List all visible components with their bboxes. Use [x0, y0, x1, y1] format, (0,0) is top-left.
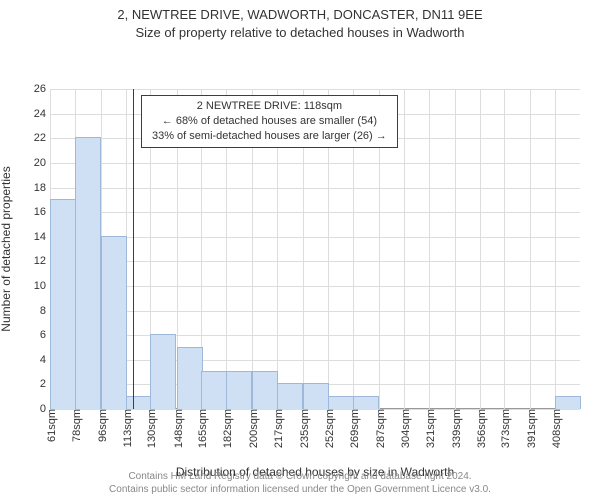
histogram-bar	[353, 396, 379, 409]
gridline-h	[50, 335, 580, 336]
y-tick-label: 14	[34, 231, 50, 243]
histogram-bar	[50, 199, 76, 409]
histogram-bar	[226, 371, 252, 409]
x-tick-label: 96sqm	[93, 409, 109, 442]
histogram-bar	[101, 236, 127, 409]
histogram-bar	[277, 383, 303, 409]
histogram-bar	[252, 371, 278, 409]
y-axis-label: Number of detached properties	[0, 166, 13, 331]
gridline-h	[50, 89, 580, 90]
x-tick-label: 113sqm	[118, 409, 134, 447]
chart-title-main: 2, NEWTREE DRIVE, WADWORTH, DONCASTER, D…	[0, 6, 600, 24]
y-tick-label: 12	[34, 255, 50, 267]
x-tick-label: 165sqm	[193, 409, 209, 448]
gridline-v	[429, 89, 430, 409]
y-tick-label: 6	[40, 329, 50, 341]
x-tick-label: 235sqm	[295, 409, 311, 448]
footer-line1: Contains HM Land Registry data © Crown c…	[0, 470, 600, 483]
gridline-v	[555, 89, 556, 409]
histogram-bar	[126, 396, 152, 409]
y-tick-label: 24	[34, 108, 50, 120]
y-tick-label: 10	[34, 280, 50, 292]
gridline-h	[50, 163, 580, 164]
x-tick-label: 252sqm	[320, 409, 336, 448]
histogram-bar	[303, 383, 329, 409]
x-tick-label: 304sqm	[396, 409, 412, 448]
chart-area: Number of detached properties 0246810121…	[0, 41, 600, 435]
x-tick-label: 148sqm	[169, 409, 185, 448]
gridline-h	[50, 286, 580, 287]
annotation-line: 2 NEWTREE DRIVE: 118sqm	[152, 99, 387, 114]
footer: Contains HM Land Registry data © Crown c…	[0, 470, 600, 496]
gridline-v	[504, 89, 505, 409]
x-tick-label: 287sqm	[371, 409, 387, 448]
gridline-v	[480, 89, 481, 409]
x-tick-label: 373sqm	[496, 409, 512, 448]
chart-title-sub: Size of property relative to detached ho…	[0, 24, 600, 42]
x-tick-label: 200sqm	[244, 409, 260, 448]
histogram-bar	[328, 396, 354, 409]
histogram-bar	[177, 347, 203, 410]
y-tick-label: 22	[34, 132, 50, 144]
annotation-box: 2 NEWTREE DRIVE: 118sqm← 68% of detached…	[141, 95, 398, 148]
x-tick-label: 321sqm	[421, 409, 437, 448]
gridline-v	[404, 89, 405, 409]
y-tick-label: 16	[34, 206, 50, 218]
y-tick-label: 20	[34, 157, 50, 169]
y-tick-label: 18	[34, 182, 50, 194]
footer-line2: Contains public sector information licen…	[0, 483, 600, 496]
gridline-h	[50, 261, 580, 262]
marker-line	[133, 89, 134, 409]
x-tick-label: 269sqm	[345, 409, 361, 448]
y-tick-label: 4	[40, 354, 50, 366]
plot-area: 0246810121416182022242661sqm78sqm96sqm11…	[50, 89, 580, 409]
y-tick-label: 2	[40, 378, 50, 390]
annotation-line: ← 68% of detached houses are smaller (54…	[152, 114, 387, 129]
gridline-h	[50, 188, 580, 189]
histogram-bar	[555, 396, 581, 409]
y-tick-label: 8	[40, 305, 50, 317]
histogram-bar	[150, 334, 176, 409]
x-tick-label: 182sqm	[218, 409, 234, 448]
x-tick-label: 78sqm	[67, 409, 83, 442]
gridline-h	[50, 237, 580, 238]
gridline-h	[50, 360, 580, 361]
histogram-bar	[201, 371, 227, 409]
annotation-line: 33% of semi-detached houses are larger (…	[152, 129, 387, 144]
gridline-v	[530, 89, 531, 409]
x-tick-label: 391sqm	[522, 409, 538, 448]
gridline-v	[455, 89, 456, 409]
x-tick-label: 356sqm	[472, 409, 488, 448]
gridline-h	[50, 311, 580, 312]
x-tick-label: 339sqm	[447, 409, 463, 448]
histogram-bar	[75, 137, 101, 409]
x-tick-label: 130sqm	[142, 409, 158, 448]
x-tick-label: 61sqm	[42, 409, 58, 442]
chart-title-block: 2, NEWTREE DRIVE, WADWORTH, DONCASTER, D…	[0, 0, 600, 41]
y-tick-label: 26	[34, 83, 50, 95]
gridline-h	[50, 212, 580, 213]
x-tick-label: 217sqm	[269, 409, 285, 448]
x-tick-label: 408sqm	[547, 409, 563, 448]
